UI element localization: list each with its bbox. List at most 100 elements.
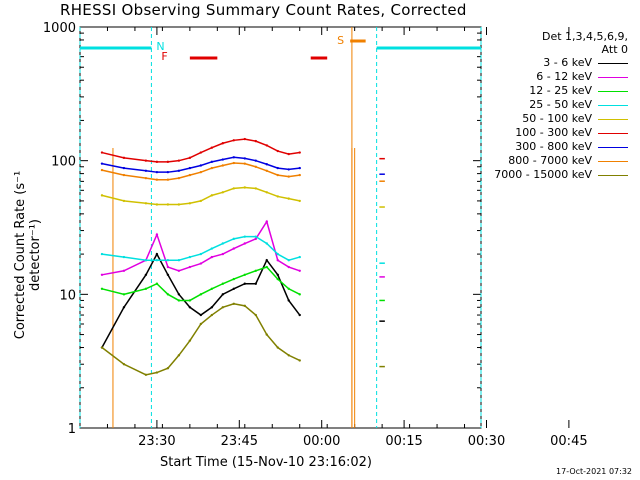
series-9-point (232, 302, 236, 305)
y-tick-label: 1000 (43, 21, 76, 36)
legend-entry: 7000 - 15000 keV (494, 168, 628, 182)
series-4-point (122, 255, 126, 259)
series-2-point (100, 273, 104, 277)
series-6-point (243, 137, 246, 141)
series-6-point (298, 151, 301, 154)
series-9-point (166, 367, 170, 370)
series-2-point (243, 242, 246, 245)
series-7-point (177, 169, 181, 172)
series-8-point (122, 173, 126, 177)
series-6-point (188, 156, 192, 160)
series-5-point (210, 194, 214, 197)
legend-swatch (598, 62, 628, 64)
plot-frame (79, 26, 482, 429)
series-6-point (155, 160, 159, 164)
series-7-point (287, 168, 290, 171)
series-5-point (221, 191, 225, 194)
saa-annotation: S (337, 34, 344, 47)
series-4-point (265, 242, 268, 245)
series-4-point (177, 259, 181, 262)
series-line-6 (101, 138, 300, 163)
series-5-point (166, 203, 170, 206)
series-2-point (199, 262, 203, 265)
series-line-4 (101, 235, 300, 262)
series-5-point (155, 203, 159, 206)
series-6-point (144, 159, 148, 162)
series-9-point (177, 354, 181, 357)
series-2-point (177, 269, 181, 272)
series-4-point (199, 252, 203, 256)
series-3-point (265, 265, 268, 269)
series-7-point (188, 166, 192, 170)
series-8-point (265, 169, 268, 172)
series-2-point (265, 220, 268, 223)
series-6-point (265, 144, 268, 147)
series-4-point (287, 259, 290, 262)
series-3-point (199, 293, 203, 296)
series-6-point (276, 149, 279, 153)
series-8-point (210, 166, 214, 170)
series-4-point (298, 255, 301, 259)
y-tick-label: 100 (51, 155, 76, 170)
series-4-point (243, 235, 246, 238)
series-1-point (298, 313, 301, 317)
series-5-point (232, 187, 236, 190)
series-5-point (276, 195, 279, 198)
series-4-point (210, 247, 214, 250)
series-2-point (210, 255, 214, 259)
legend-label: 7000 - 15000 keV (494, 168, 592, 181)
series-7-point (210, 160, 214, 164)
series-8-point (287, 175, 290, 178)
series-1-point (254, 282, 257, 285)
series-7-point (155, 170, 159, 174)
series-7-point (232, 156, 236, 159)
series-4-point (276, 252, 279, 256)
series-3-point (177, 299, 181, 302)
series-9-point (210, 313, 214, 317)
series-7-point (166, 170, 170, 174)
legend-swatch (598, 132, 628, 134)
series-8-point (232, 161, 236, 165)
series-2-point (155, 233, 159, 236)
series-1-point (276, 273, 279, 277)
series-5-point (188, 202, 192, 205)
legend-entry: 50 - 100 keV (494, 112, 628, 126)
series-line-3 (101, 266, 301, 302)
series-1-point (144, 273, 148, 277)
series-1-point (210, 306, 214, 309)
series-9-point (221, 306, 225, 309)
legend-header-attenuator: Att 0 (601, 43, 628, 56)
series-8-point (298, 173, 301, 177)
series-9-point (276, 346, 279, 349)
series-2-point (122, 269, 126, 272)
series-4-point (155, 259, 159, 262)
series-8-point (166, 178, 170, 181)
legend: 3 - 6 keV 6 - 12 keV 12 - 25 keV 25 - 50 ke… (494, 56, 628, 182)
series-6-point (199, 151, 203, 154)
legend-swatch (598, 118, 628, 120)
series-1-point (166, 273, 170, 277)
series-line-9 (101, 302, 301, 376)
legend-entry: 25 - 50 keV (494, 98, 628, 112)
series-3-point (298, 293, 301, 296)
series-5-point (243, 186, 246, 189)
series-1-point (243, 282, 246, 285)
series-9-point (298, 359, 301, 362)
series-4-point (144, 259, 148, 262)
x-tick-label: 23:45 (221, 434, 258, 449)
x-tick-label: 00:15 (385, 434, 422, 449)
legend-entry: 300 - 800 keV (494, 140, 628, 154)
legend-entry: 6 - 12 keV (494, 70, 628, 84)
series-9-point (144, 373, 148, 377)
series-4-point (166, 259, 170, 262)
series-line-2 (101, 219, 300, 276)
series-4-point (100, 252, 104, 256)
series-7-point (276, 166, 279, 170)
series-2-point (166, 265, 170, 269)
flare-annotation: F (161, 50, 167, 63)
series-5-point (298, 199, 301, 203)
legend-swatch (598, 76, 628, 78)
y-tick-label: 10 (59, 288, 76, 303)
legend-swatch (598, 104, 628, 106)
series-1-point (265, 259, 268, 262)
